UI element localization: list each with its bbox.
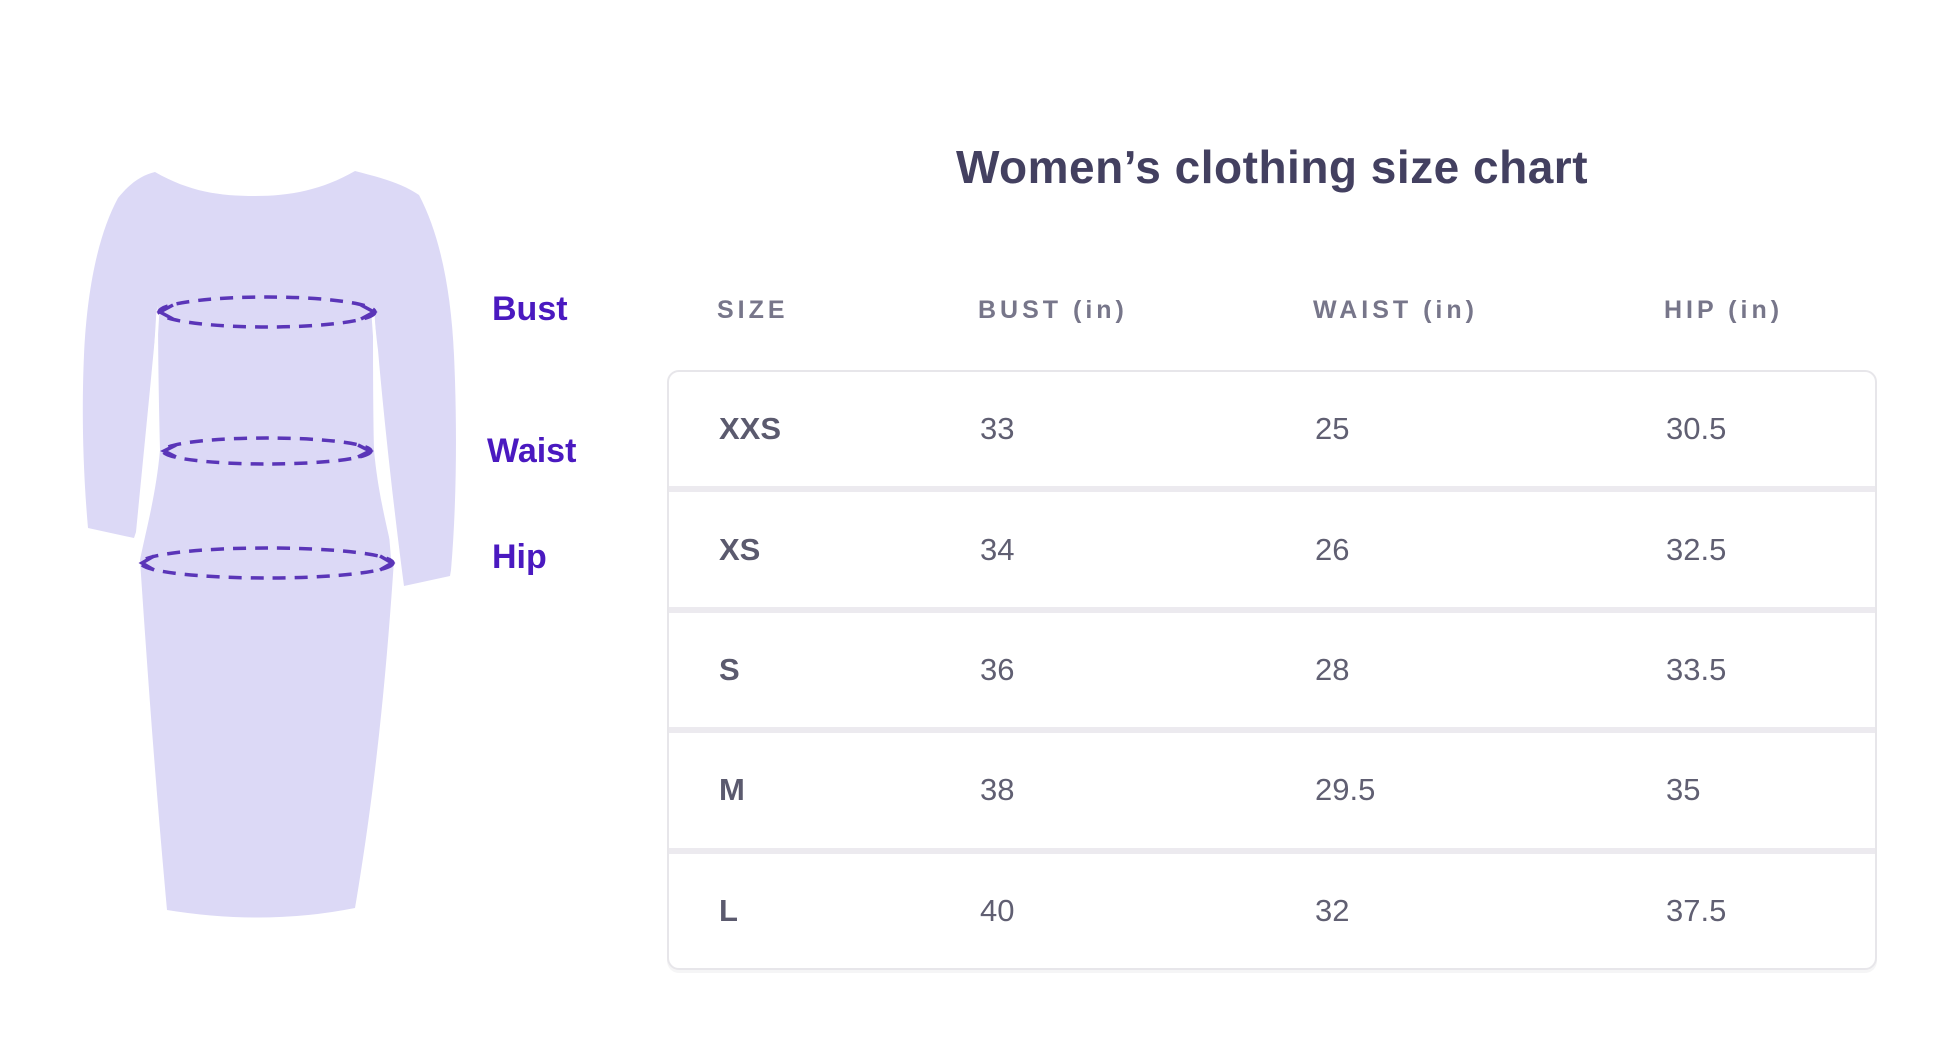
hip-measurement-ellipse [138, 546, 396, 580]
dress-illustration [82, 171, 456, 918]
cell-hip: 30.5 [1666, 411, 1727, 447]
table-row: XXS 33 25 30.5 [669, 372, 1875, 486]
cell-bust: 34 [980, 531, 1015, 567]
cell-size: XS [719, 531, 761, 567]
page-title: Women’s clothing size chart [955, 141, 1589, 193]
cell-hip: 32.5 [1666, 531, 1727, 567]
cell-bust: 36 [980, 652, 1015, 688]
cell-hip: 35 [1666, 772, 1701, 808]
cell-bust: 38 [980, 772, 1015, 808]
right-sleeve-seam [371, 313, 395, 565]
cell-waist: 26 [1315, 531, 1350, 567]
cell-hip: 37.5 [1666, 892, 1727, 928]
cell-waist: 25 [1315, 411, 1350, 447]
table-row: S 36 28 33.5 [669, 606, 1875, 727]
table-row: XS 34 26 32.5 [669, 486, 1875, 606]
dress-silhouette [82, 171, 456, 918]
cell-bust: 40 [980, 892, 1015, 928]
waist-measurement-ellipse [160, 436, 374, 466]
waist-label: Waist [487, 432, 577, 470]
cell-waist: 32 [1315, 892, 1350, 928]
cell-bust: 33 [980, 411, 1015, 447]
cell-waist: 28 [1315, 652, 1350, 688]
cell-size: S [719, 652, 740, 688]
column-header-size: SIZE [717, 295, 789, 324]
table-row: M 38 29.5 35 [669, 727, 1875, 847]
hip-label: Hip [492, 538, 547, 576]
bust-measurement-ellipse [156, 295, 378, 329]
bust-label: Bust [492, 290, 568, 328]
size-table: XXS 33 25 30.5 XS 34 26 32.5 S 36 28 33.… [667, 370, 1877, 970]
cell-size: M [719, 772, 745, 808]
cell-waist: 29.5 [1315, 772, 1376, 808]
table-header-row: SIZE BUST (in) WAIST (in) HIP (in) [667, 290, 1877, 330]
cell-hip: 33.5 [1666, 652, 1727, 688]
left-sleeve-seam [137, 309, 160, 529]
column-header-hip: HIP (in) [1664, 295, 1784, 324]
table-row: L 40 32 37.5 [669, 847, 1875, 968]
column-header-bust: BUST (in) [978, 295, 1128, 324]
cell-size: XXS [719, 411, 782, 447]
cell-size: L [719, 892, 738, 928]
column-header-waist: WAIST (in) [1313, 295, 1478, 324]
